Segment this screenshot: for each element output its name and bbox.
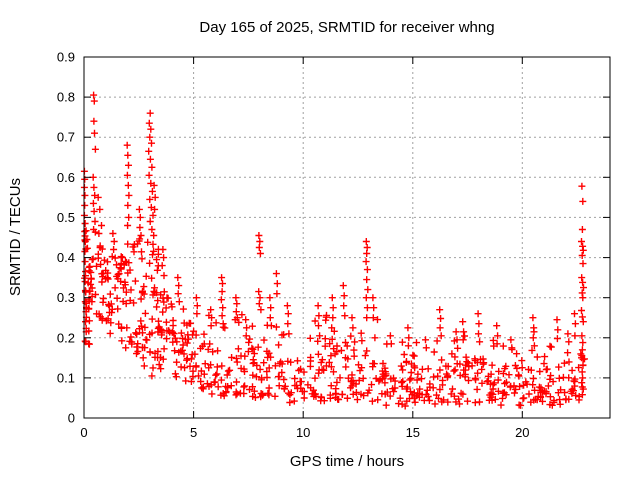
x-tick-label: 0 <box>80 425 87 440</box>
y-axis-label: SRMTID / TECUs <box>7 178 24 296</box>
grid-layer <box>84 57 610 418</box>
y-tick-label: 0.1 <box>57 370 75 385</box>
tick-labels-layer: 0 5 10 15 20 0 0.1 0.2 0.3 0.4 0.5 0.6 0.7 0.8 0.9 <box>57 50 530 441</box>
y-tick-label: 0.3 <box>57 290 75 305</box>
y-tick-label: 0 <box>68 411 75 426</box>
x-tick-label: 20 <box>515 425 529 440</box>
y-tick-label: 0.9 <box>57 50 75 65</box>
data-points-layer <box>80 91 588 410</box>
x-axis-label: GPS time / hours <box>290 453 404 470</box>
x-tick-label: 10 <box>296 425 310 440</box>
x-tick-label: 5 <box>190 425 197 440</box>
plot-border <box>83 56 611 419</box>
y-tick-label: 0.8 <box>57 90 75 105</box>
y-tick-label: 0.2 <box>57 330 75 345</box>
chart-title: Day 165 of 2025, SRMTID for receiver whn… <box>199 19 494 36</box>
y-tick-label: 0.7 <box>57 130 75 145</box>
y-tick-label: 0.5 <box>57 210 75 225</box>
y-tick-label: 0.4 <box>57 250 75 265</box>
axes-layer <box>83 56 611 419</box>
scatter-markers <box>80 91 588 410</box>
x-tick-label: 15 <box>406 425 420 440</box>
y-tick-label: 0.6 <box>57 170 75 185</box>
